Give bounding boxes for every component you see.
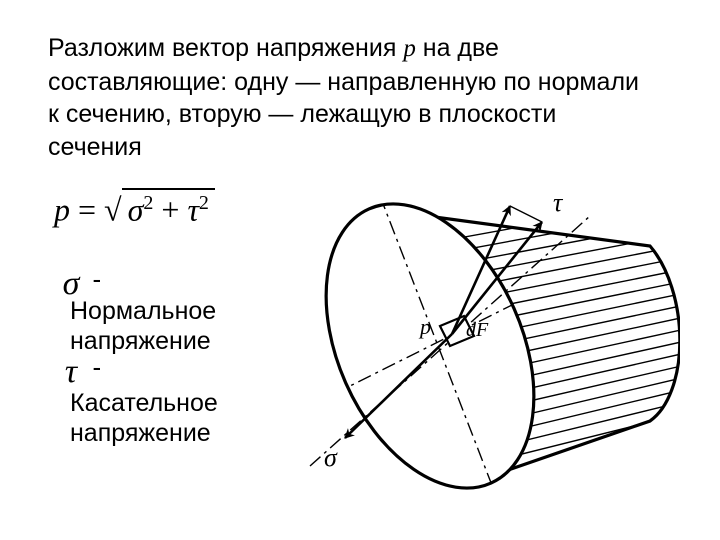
intro-text-1: Разложим вектор напряжения [48, 34, 403, 62]
formula-sigma: σ [128, 192, 144, 228]
formula-radicand: σ2 + τ2 [122, 188, 215, 228]
formula-p: p = √σ2 + τ2 [54, 188, 215, 229]
sigma-dash: - [92, 264, 101, 295]
projection-line [510, 206, 542, 222]
label-sigma: σ [324, 443, 338, 472]
formula-lhs: p [54, 192, 70, 228]
label-tau: τ [553, 188, 564, 217]
intro-paragraph: Разложим вектор напряжения p на две сост… [48, 32, 648, 163]
formula-sigma-exp: 2 [143, 192, 153, 214]
formula-surd: √ [104, 192, 122, 228]
tau-symbol: τ [54, 353, 88, 391]
page: Разложим вектор напряжения p на две сост… [0, 0, 720, 540]
sigma-text: Нормальное напряжение [70, 296, 270, 356]
tau-text: Касательное напряжение [70, 388, 270, 448]
tau-dash: - [92, 352, 101, 383]
label-p: p [418, 314, 431, 339]
formula-eq: = [70, 192, 104, 228]
formula-plus: + [153, 192, 187, 228]
stress-diagram: τ p dF σ [270, 176, 680, 506]
intro-p-symbol: p [403, 35, 416, 62]
formula-tau-exp: 2 [199, 192, 209, 214]
tau-row: τ - [54, 352, 101, 391]
formula-tau: τ [187, 192, 198, 228]
label-dF: dF [466, 319, 489, 341]
